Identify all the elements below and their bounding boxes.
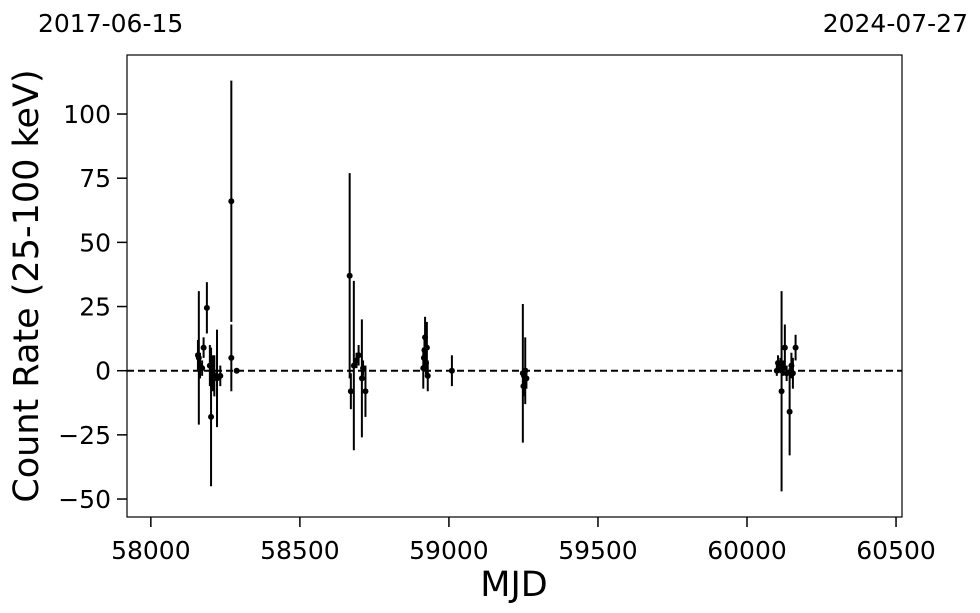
data-point [424,372,431,379]
y-tick-label: 50 [79,228,111,257]
data-point [523,375,530,382]
data-point [423,344,430,351]
y-tick-label: −50 [58,485,111,514]
plot-area [127,80,902,492]
data-point [203,304,210,311]
data-point [786,408,793,415]
y-axis-label: Count Rate (25-100 keV) [7,69,47,502]
y-axis: −50 −25 0 25 50 75 100 [58,100,127,514]
data-point [200,344,207,351]
data-point [208,413,215,420]
x-tick-label: 58000 [111,536,191,565]
x-axis-label: MJD [480,565,547,605]
data-point [783,370,790,377]
data-point [199,365,206,372]
y-tick-label: 0 [95,357,111,386]
y-tick-label: 25 [79,293,111,322]
top-date-label-start: 2017-06-15 [38,9,183,38]
data-point [347,388,354,395]
plot-frame [126,54,903,518]
x-tick-label: 59500 [558,536,638,565]
data-point [228,354,235,361]
data-point [362,388,369,395]
data-point [233,367,240,374]
data-point [420,365,427,372]
data-point [355,352,362,359]
x-tick-label: 58500 [260,536,340,565]
data-point [358,375,365,382]
data-point [792,344,799,351]
data-point [228,198,235,205]
data-point [346,272,353,279]
y-tick-label: −25 [58,421,111,450]
data-point [778,388,785,395]
y-tick-label: 75 [79,164,111,193]
x-tick-label: 60000 [707,536,787,565]
data-point [217,372,224,379]
top-date-label-end: 2024-07-27 [823,9,968,38]
data-point [781,344,788,351]
data-point [448,367,455,374]
y-tick-label: 100 [63,100,111,129]
x-tick-label: 59000 [409,536,489,565]
data-point [789,370,796,377]
x-axis: 58000 58500 59000 59500 60000 60500 [111,517,936,565]
data-point [350,362,357,369]
x-tick-label: 60500 [856,536,936,565]
